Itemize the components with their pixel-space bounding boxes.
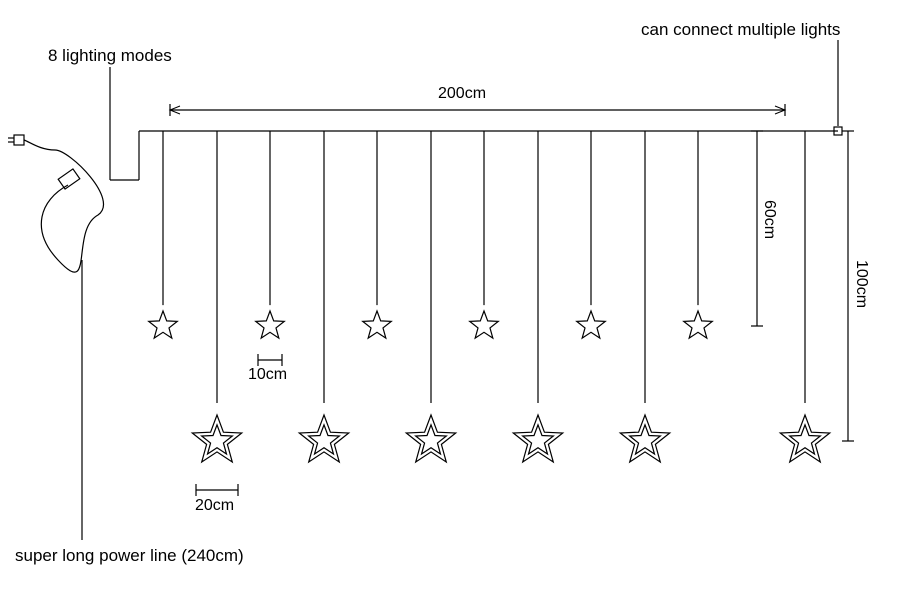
label-powerline: super long power line (240cm) [15, 546, 244, 566]
dim-long-drop: 100cm [852, 260, 870, 308]
dim-short-drop: 60cm [760, 200, 778, 239]
label-connect: can connect multiple lights [641, 20, 840, 40]
dim-small-star: 10cm [248, 366, 287, 384]
label-modes: 8 lighting modes [48, 46, 172, 66]
dim-width: 200cm [438, 85, 486, 103]
dim-big-star: 20cm [195, 497, 234, 515]
